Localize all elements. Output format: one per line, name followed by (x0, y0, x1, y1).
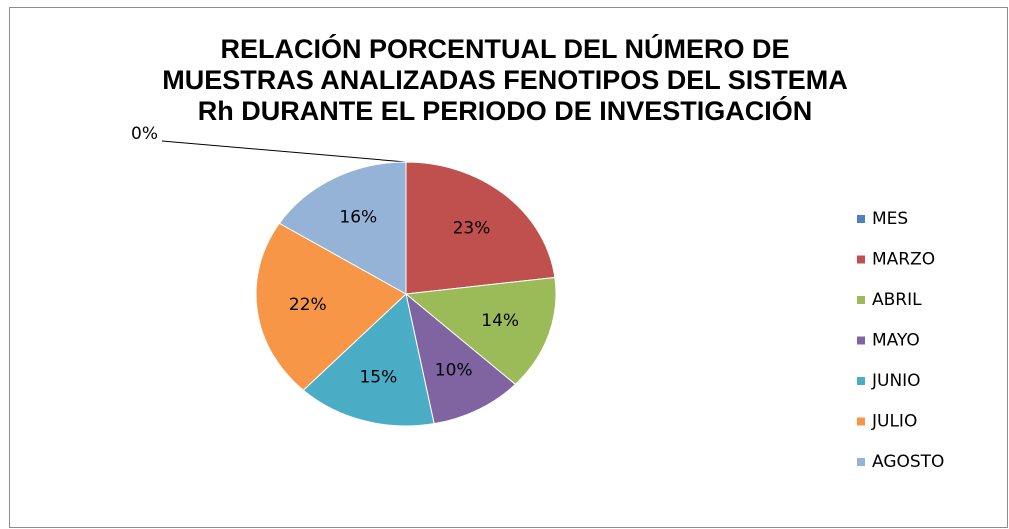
legend-marker (857, 377, 865, 385)
legend-marker (857, 255, 865, 264)
pie-slice (278, 161, 407, 295)
legend-marker (857, 458, 865, 466)
chart-border (9, 7, 1008, 528)
legend-label: JUNIO (871, 371, 921, 391)
legend-label: AGOSTO (872, 452, 944, 472)
data-label: 16% (339, 208, 377, 228)
pie-slice (302, 293, 435, 427)
pie-slice (405, 161, 556, 295)
chart-title: RELACIÓN PORCENTUAL DEL NÚMERO DE MUESTR… (162, 34, 848, 126)
legend-label: JULIO (871, 412, 917, 432)
pie-slice (404, 276, 557, 386)
legend-label: ABRIL (872, 290, 922, 310)
legend-marker (857, 417, 865, 426)
data-label: 15% (359, 368, 397, 388)
legend-marker (857, 215, 865, 223)
pie-slice (255, 222, 407, 391)
legend-label: MES (872, 209, 908, 229)
data-label: 23% (453, 219, 491, 239)
data-label: 14% (481, 311, 519, 331)
pie-slice (405, 292, 517, 425)
data-label: 22% (289, 295, 327, 315)
legend-label: MARZO (872, 250, 935, 270)
data-label: 10% (435, 360, 473, 380)
legend-marker (857, 336, 865, 345)
data-label: 0% (131, 124, 158, 144)
legend-label: MAYO (872, 331, 920, 351)
leader-line (161, 140, 407, 163)
legend-marker (857, 296, 865, 304)
